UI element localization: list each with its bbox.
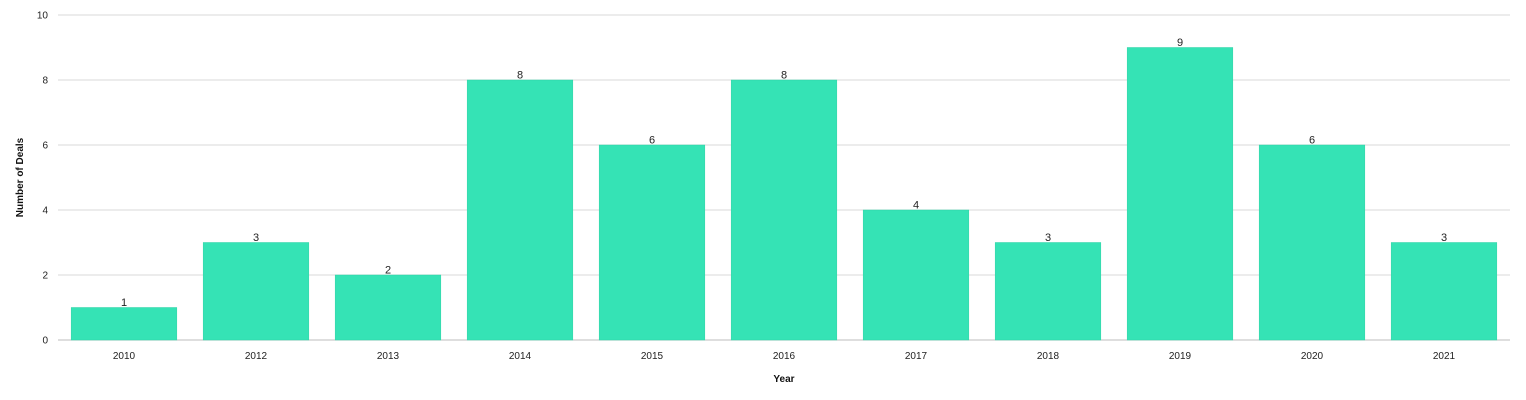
bar-2018[interactable] xyxy=(994,242,1102,341)
x-tick-label-2014: 2014 xyxy=(509,351,532,362)
x-tick-label-2012: 2012 xyxy=(245,351,268,362)
y-tick-label: 10 xyxy=(37,11,49,22)
x-tick-label-2015: 2015 xyxy=(641,351,664,362)
data-label-2015: 6 xyxy=(649,135,655,147)
bars xyxy=(70,47,1498,341)
data-label-2012: 3 xyxy=(253,232,259,244)
x-tick-label-2013: 2013 xyxy=(377,351,400,362)
bar-2013[interactable] xyxy=(334,274,442,341)
data-label-2014: 8 xyxy=(517,70,523,82)
data-label-2018: 3 xyxy=(1045,232,1051,244)
y-tick-label: 6 xyxy=(42,141,48,152)
y-tick-label: 2 xyxy=(42,271,48,282)
x-tick-label-2016: 2016 xyxy=(773,351,796,362)
data-label-2016: 8 xyxy=(781,70,787,82)
bar-2019[interactable] xyxy=(1126,47,1234,341)
x-tick-label-2021: 2021 xyxy=(1433,351,1456,362)
data-label-2021: 3 xyxy=(1441,232,1447,244)
y-tick-label: 8 xyxy=(42,76,48,87)
x-tick-label-2010: 2010 xyxy=(113,351,136,362)
x-tick-label-2017: 2017 xyxy=(905,351,928,362)
y-tick-label: 4 xyxy=(42,206,48,217)
x-tick-label-2018: 2018 xyxy=(1037,351,1060,362)
data-labels: 1 3 2 8 6 8 4 3 9 6 3 xyxy=(121,37,1447,309)
y-axis-title: Number of Deals xyxy=(15,137,26,217)
y-axis-ticks: 0 2 4 6 8 10 xyxy=(37,11,49,347)
bar-2010[interactable] xyxy=(70,307,178,341)
bar-2014[interactable] xyxy=(466,79,574,341)
y-tick-label: 0 xyxy=(42,336,48,347)
data-label-2013: 2 xyxy=(385,265,391,277)
bar-2012[interactable] xyxy=(202,242,310,341)
data-label-2017: 4 xyxy=(913,200,919,212)
data-label-2019: 9 xyxy=(1177,37,1183,49)
bar-2017[interactable] xyxy=(862,209,970,341)
bar-2016[interactable] xyxy=(730,79,838,341)
x-tick-label-2019: 2019 xyxy=(1169,351,1192,362)
data-label-2020: 6 xyxy=(1309,135,1315,147)
x-axis-title: Year xyxy=(773,374,794,385)
bar-2020[interactable] xyxy=(1258,144,1366,341)
x-tick-label-2020: 2020 xyxy=(1301,351,1324,362)
bar-2015[interactable] xyxy=(598,144,706,341)
data-label-2010: 1 xyxy=(121,297,127,309)
bar-2021[interactable] xyxy=(1390,242,1498,341)
x-axis-ticks: 2010 2012 2013 2014 2015 2016 2017 2018 2019 2020… xyxy=(113,351,1456,362)
